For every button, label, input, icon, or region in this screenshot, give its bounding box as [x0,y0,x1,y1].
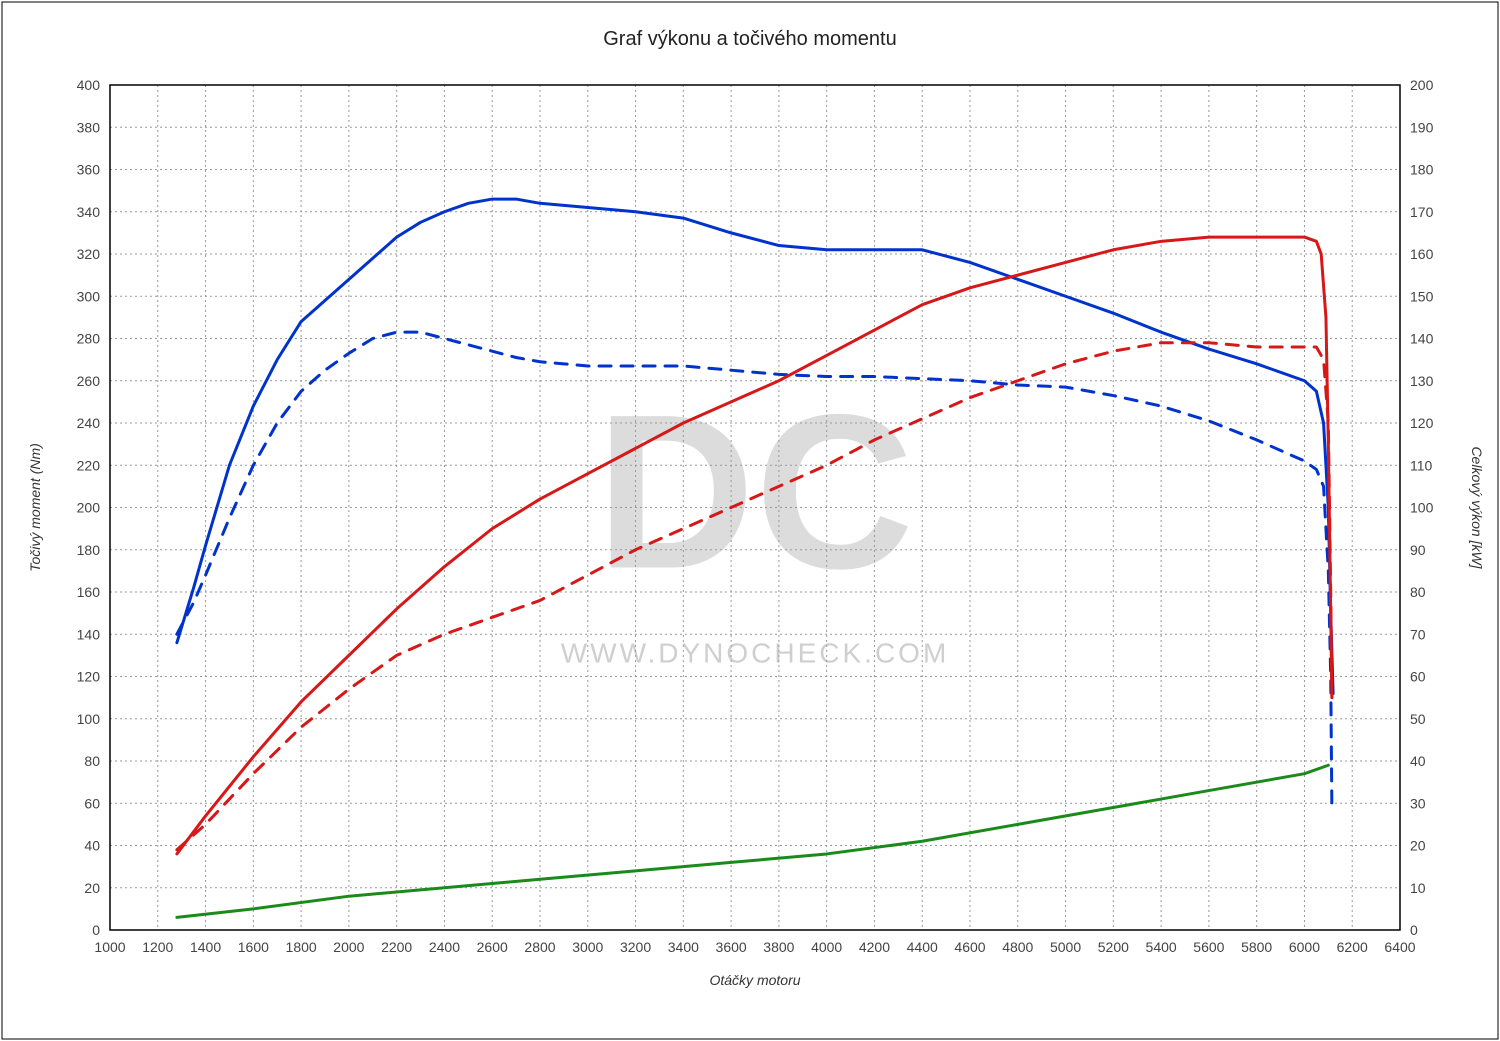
x-tick-label: 2400 [429,939,460,955]
watermark-logo: DC [596,369,914,615]
y-right-tick-label: 100 [1410,500,1434,516]
y-right-tick-label: 10 [1410,880,1426,896]
y-right-tick-label: 80 [1410,584,1426,600]
y-left-tick-label: 140 [77,626,101,642]
y-left-tick-label: 220 [77,457,101,473]
x-tick-label: 3000 [572,939,603,955]
x-tick-label: 2200 [381,939,412,955]
x-tick-label: 2800 [524,939,555,955]
x-tick-label: 6200 [1337,939,1368,955]
y-right-tick-label: 30 [1410,795,1426,811]
y-right-tick-label: 170 [1410,204,1434,220]
x-tick-label: 1200 [142,939,173,955]
y-left-tick-label: 380 [77,119,101,135]
x-tick-label: 1400 [190,939,221,955]
x-tick-label: 5000 [1050,939,1081,955]
y-right-tick-label: 40 [1410,753,1426,769]
y-left-tick-label: 0 [92,922,100,938]
y-right-tick-label: 140 [1410,331,1434,347]
x-tick-label: 2600 [477,939,508,955]
y-left-tick-label: 360 [77,162,101,178]
x-tick-label: 3400 [668,939,699,955]
y-right-tick-label: 120 [1410,415,1434,431]
x-tick-label: 5400 [1146,939,1177,955]
y-left-tick-label: 300 [77,288,101,304]
y-right-tick-label: 90 [1410,542,1426,558]
y-right-tick-label: 200 [1410,77,1434,93]
y-right-tick-label: 0 [1410,922,1418,938]
y-left-tick-label: 120 [77,669,101,685]
y-left-tick-label: 400 [77,77,101,93]
x-tick-label: 5600 [1193,939,1224,955]
chart-title: Graf výkonu a točivého momentu [603,28,896,50]
y-right-axis-title: Celkový výkon [kW] [1469,446,1485,569]
x-tick-label: 4000 [811,939,842,955]
watermark-url: WWW.DYNOCHECK.COM [561,638,950,669]
y-right-tick-label: 50 [1410,711,1426,727]
x-tick-label: 4800 [1002,939,1033,955]
x-tick-label: 5800 [1241,939,1272,955]
y-right-tick-label: 20 [1410,838,1426,854]
x-tick-label: 4400 [907,939,938,955]
x-tick-label: 4200 [859,939,890,955]
x-tick-label: 6400 [1384,939,1415,955]
y-right-tick-label: 180 [1410,162,1434,178]
x-axis-title: Otáčky motoru [709,972,800,988]
y-left-tick-label: 260 [77,373,101,389]
y-right-tick-label: 70 [1410,626,1426,642]
y-right-tick-label: 190 [1410,119,1434,135]
y-left-tick-label: 60 [84,795,100,811]
y-left-tick-label: 80 [84,753,100,769]
y-left-tick-label: 240 [77,415,101,431]
y-right-tick-label: 130 [1410,373,1434,389]
y-left-tick-label: 320 [77,246,101,262]
x-tick-label: 3800 [763,939,794,955]
y-left-tick-label: 280 [77,331,101,347]
dyno-chart: Graf výkonu a točivého momentu DC WWW.DYNO… [0,0,1500,1041]
x-tick-label: 6000 [1289,939,1320,955]
y-right-tick-label: 110 [1410,457,1433,473]
y-left-tick-label: 160 [77,584,101,600]
x-tick-label: 1000 [94,939,125,955]
y-right-tick-label: 60 [1410,669,1426,685]
x-tick-label: 3600 [716,939,747,955]
chart-canvas: Graf výkonu a točivého momentu DC WWW.DYNO… [0,0,1500,1041]
y-right-tick-label: 160 [1410,246,1434,262]
x-tick-label: 1600 [238,939,269,955]
x-tick-label: 3200 [620,939,651,955]
y-left-tick-label: 200 [77,500,101,516]
y-left-tick-label: 340 [77,204,101,220]
y-left-tick-label: 40 [84,838,100,854]
y-left-tick-label: 180 [77,542,101,558]
y-right-tick-label: 150 [1410,288,1434,304]
y-left-tick-label: 100 [77,711,101,727]
x-tick-label: 5200 [1098,939,1129,955]
y-left-axis-title: Točivý moment (Nm) [27,443,43,572]
x-tick-label: 4600 [954,939,985,955]
y-left-tick-label: 20 [84,880,100,896]
x-tick-label: 1800 [286,939,317,955]
x-tick-label: 2000 [333,939,364,955]
